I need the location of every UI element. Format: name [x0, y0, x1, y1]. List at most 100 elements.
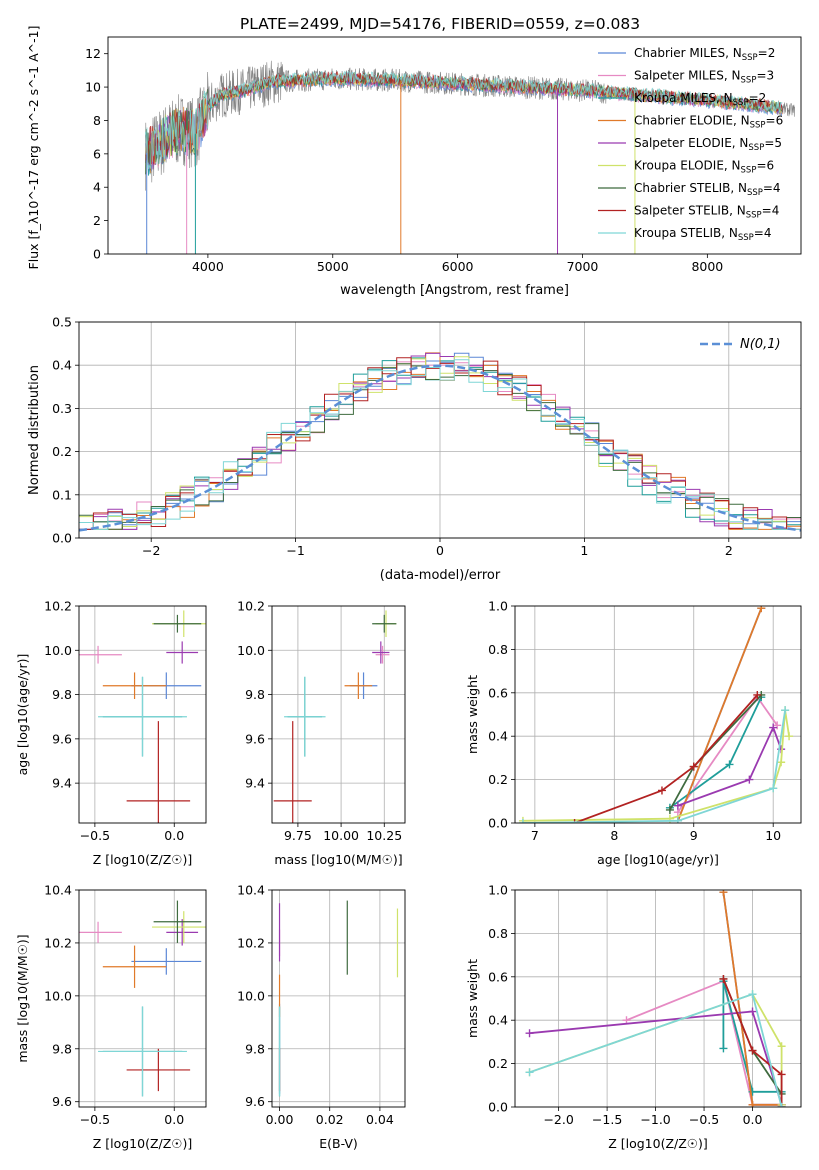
y-tick-label: 0.8 [488, 642, 508, 657]
y-tick-label: 4 [93, 180, 101, 195]
y-tick-label: 10.0 [237, 988, 265, 1003]
y-axis-label: mass weight [465, 959, 480, 1038]
y-tick-label: 0.2 [52, 444, 72, 459]
legend-label-tail: =5 [764, 136, 782, 150]
panel-age-vs-Z: −0.5 0.0 9.4 9.6 9.8 10.0 10.2 Z [log10(Z/Z☉)] a… [15, 599, 206, 867]
panel-weight-vs-Z: −2.0 −1.5 −1.0 −0.5 0.0 0.0 0.2 0.4 0.6 0.8 1.0 Z [… [465, 883, 801, 1151]
errorbar-group [278, 900, 399, 1097]
x-axis-label: wavelength [Angstrom, rest frame] [340, 283, 569, 298]
y-tick-label: 10.4 [237, 883, 265, 898]
axes-frame [514, 889, 802, 1108]
x-tick-label: −1.5 [592, 1112, 622, 1127]
y-tick-label: 0.2 [488, 772, 508, 787]
y-tick-label: 0.6 [488, 685, 508, 700]
y-tick-label: 9.8 [245, 687, 265, 702]
y-axis-label: Normed distribution [27, 365, 42, 495]
legend-label-4: Salpeter ELODIE, NSSP=5 [634, 136, 782, 153]
legend-label-2: Kroupa MILES, NSSP=2 [634, 91, 766, 108]
weight-point-4 [769, 723, 778, 732]
y-tick-label: 0.3 [52, 401, 72, 416]
weight-line-7 [722, 978, 783, 1107]
legend-label-6: Chabrier STELIB, NSSP=4 [634, 181, 781, 198]
y-tick-label: 10.0 [237, 643, 265, 658]
weight-line-7 [574, 694, 758, 823]
y-tick-label: 0.5 [52, 315, 72, 330]
x-tick-label: 10.25 [366, 828, 402, 843]
weight-point-8 [748, 990, 757, 999]
legend-label-sub: SSP [747, 188, 763, 198]
legend-label-8: Kroupa STELIB, NSSP=4 [634, 226, 772, 243]
y-axis-label: mass [log10(M/M☉)] [15, 934, 30, 1062]
y-tick-label: 10.0 [44, 988, 72, 1003]
legend-label-3: Chabrier ELODIE, NSSP=6 [634, 114, 783, 131]
legend-label-tail: =3 [756, 69, 774, 83]
y-tick-label: 0.1 [52, 487, 72, 502]
x-axis-label: (data-model)/error [380, 568, 501, 583]
x-tick-label: 6000 [442, 259, 474, 274]
y-tick-label: 9.6 [245, 1094, 265, 1109]
axes-frame [78, 889, 207, 1108]
axes-frame [271, 889, 406, 1108]
panel-residuals: −2 −1 0 1 2 0.0 0.1 0.2 0.3 0.4 0.5 N(0,1) (data-mod… [27, 315, 801, 583]
weight-point-4 [673, 801, 682, 810]
legend-label-gauss: N(0,1) [740, 337, 781, 352]
model-spectrum-8 [145, 70, 783, 170]
axes-frame [514, 605, 802, 824]
x-tick-label: −1.0 [640, 1112, 670, 1127]
y-tick-label: 10.2 [44, 935, 72, 950]
y-tick-label: 0.4 [52, 358, 72, 373]
weight-point-5 [785, 732, 794, 741]
figure-title: PLATE=2499, MJD=54176, FIBERID=0559, z=0… [240, 15, 640, 33]
x-tick-label: 10.00 [323, 828, 359, 843]
spectrum-curves [145, 60, 795, 254]
x-tick-label: 0 [436, 543, 444, 558]
legend-label-sub: SSP [741, 166, 757, 176]
errorbar-group [79, 610, 206, 823]
legend-label-tail: =4 [763, 181, 781, 195]
axes-frame [78, 321, 802, 539]
legend-label-sub: SSP [746, 211, 762, 221]
legend-label-sub: SSP [738, 233, 754, 243]
weight-point-7 [753, 690, 762, 699]
x-axis-label: age [log10(age/yr)] [597, 852, 719, 867]
y-tick-label: 0.6 [488, 969, 508, 984]
legend-label-base: Salpeter ELODIE, N [634, 136, 748, 150]
weight-line-8 [522, 710, 786, 823]
legend-label-sub: SSP [741, 76, 757, 86]
weight-lines [518, 606, 794, 823]
y-tick-label: 0 [93, 247, 101, 262]
y-tick-label: 9.6 [245, 731, 265, 746]
legend-label-tail: =6 [756, 159, 774, 173]
legend-label-7: Salpeter STELIB, NSSP=4 [634, 204, 779, 221]
y-tick-label: 9.8 [245, 1041, 265, 1056]
x-axis-label: mass [log10(M/M☉)] [274, 852, 402, 867]
legend-label-1: Salpeter MILES, NSSP=3 [634, 69, 774, 86]
y-tick-label: 9.8 [52, 1041, 72, 1056]
weight-point-7 [570, 819, 579, 823]
weight-point-3 [748, 1100, 757, 1107]
legend-label-tail: =4 [754, 226, 772, 240]
x-tick-label: 5000 [317, 259, 349, 274]
panel-age-vs-mass: 9.75 10.00 10.25 9.4 9.6 9.8 10.0 10.2 mass [log… [237, 599, 405, 867]
x-axis-label: E(B-V) [319, 1136, 358, 1151]
panel-mass-vs-Z: −0.5 0.0 9.6 9.8 10.0 10.2 10.4 Z [log10(Z/Z☉)]… [15, 883, 206, 1151]
gaussian-curve [79, 364, 801, 532]
x-tick-label: −0.5 [80, 1112, 110, 1127]
x-axis-label: Z [log10(Z/Z☉)] [93, 852, 193, 867]
weight-point-2 [719, 1044, 728, 1053]
legend-label-base: Chabrier MILES, N [634, 46, 742, 60]
weight-line-3 [677, 607, 763, 822]
legend-label-sub: SSP [742, 53, 758, 63]
x-tick-label: 9.75 [284, 828, 312, 843]
y-tick-label: 0.4 [488, 729, 508, 744]
x-tick-label: 0.0 [164, 828, 184, 843]
errorbar-group [79, 900, 206, 1097]
x-tick-label: 9 [690, 828, 698, 843]
histogram-group [79, 352, 801, 532]
weight-point-7 [719, 974, 728, 983]
panel-weight-vs-age: 7 8 9 10 0.0 0.2 0.4 0.6 0.8 1.0 age [log10(age/yr… [465, 599, 801, 867]
legend-label-sub: SSP [733, 98, 749, 108]
legend-label-sub: SSP [748, 143, 764, 153]
y-tick-label: 9.6 [52, 1094, 72, 1109]
legend-label-tail: =4 [762, 204, 780, 218]
